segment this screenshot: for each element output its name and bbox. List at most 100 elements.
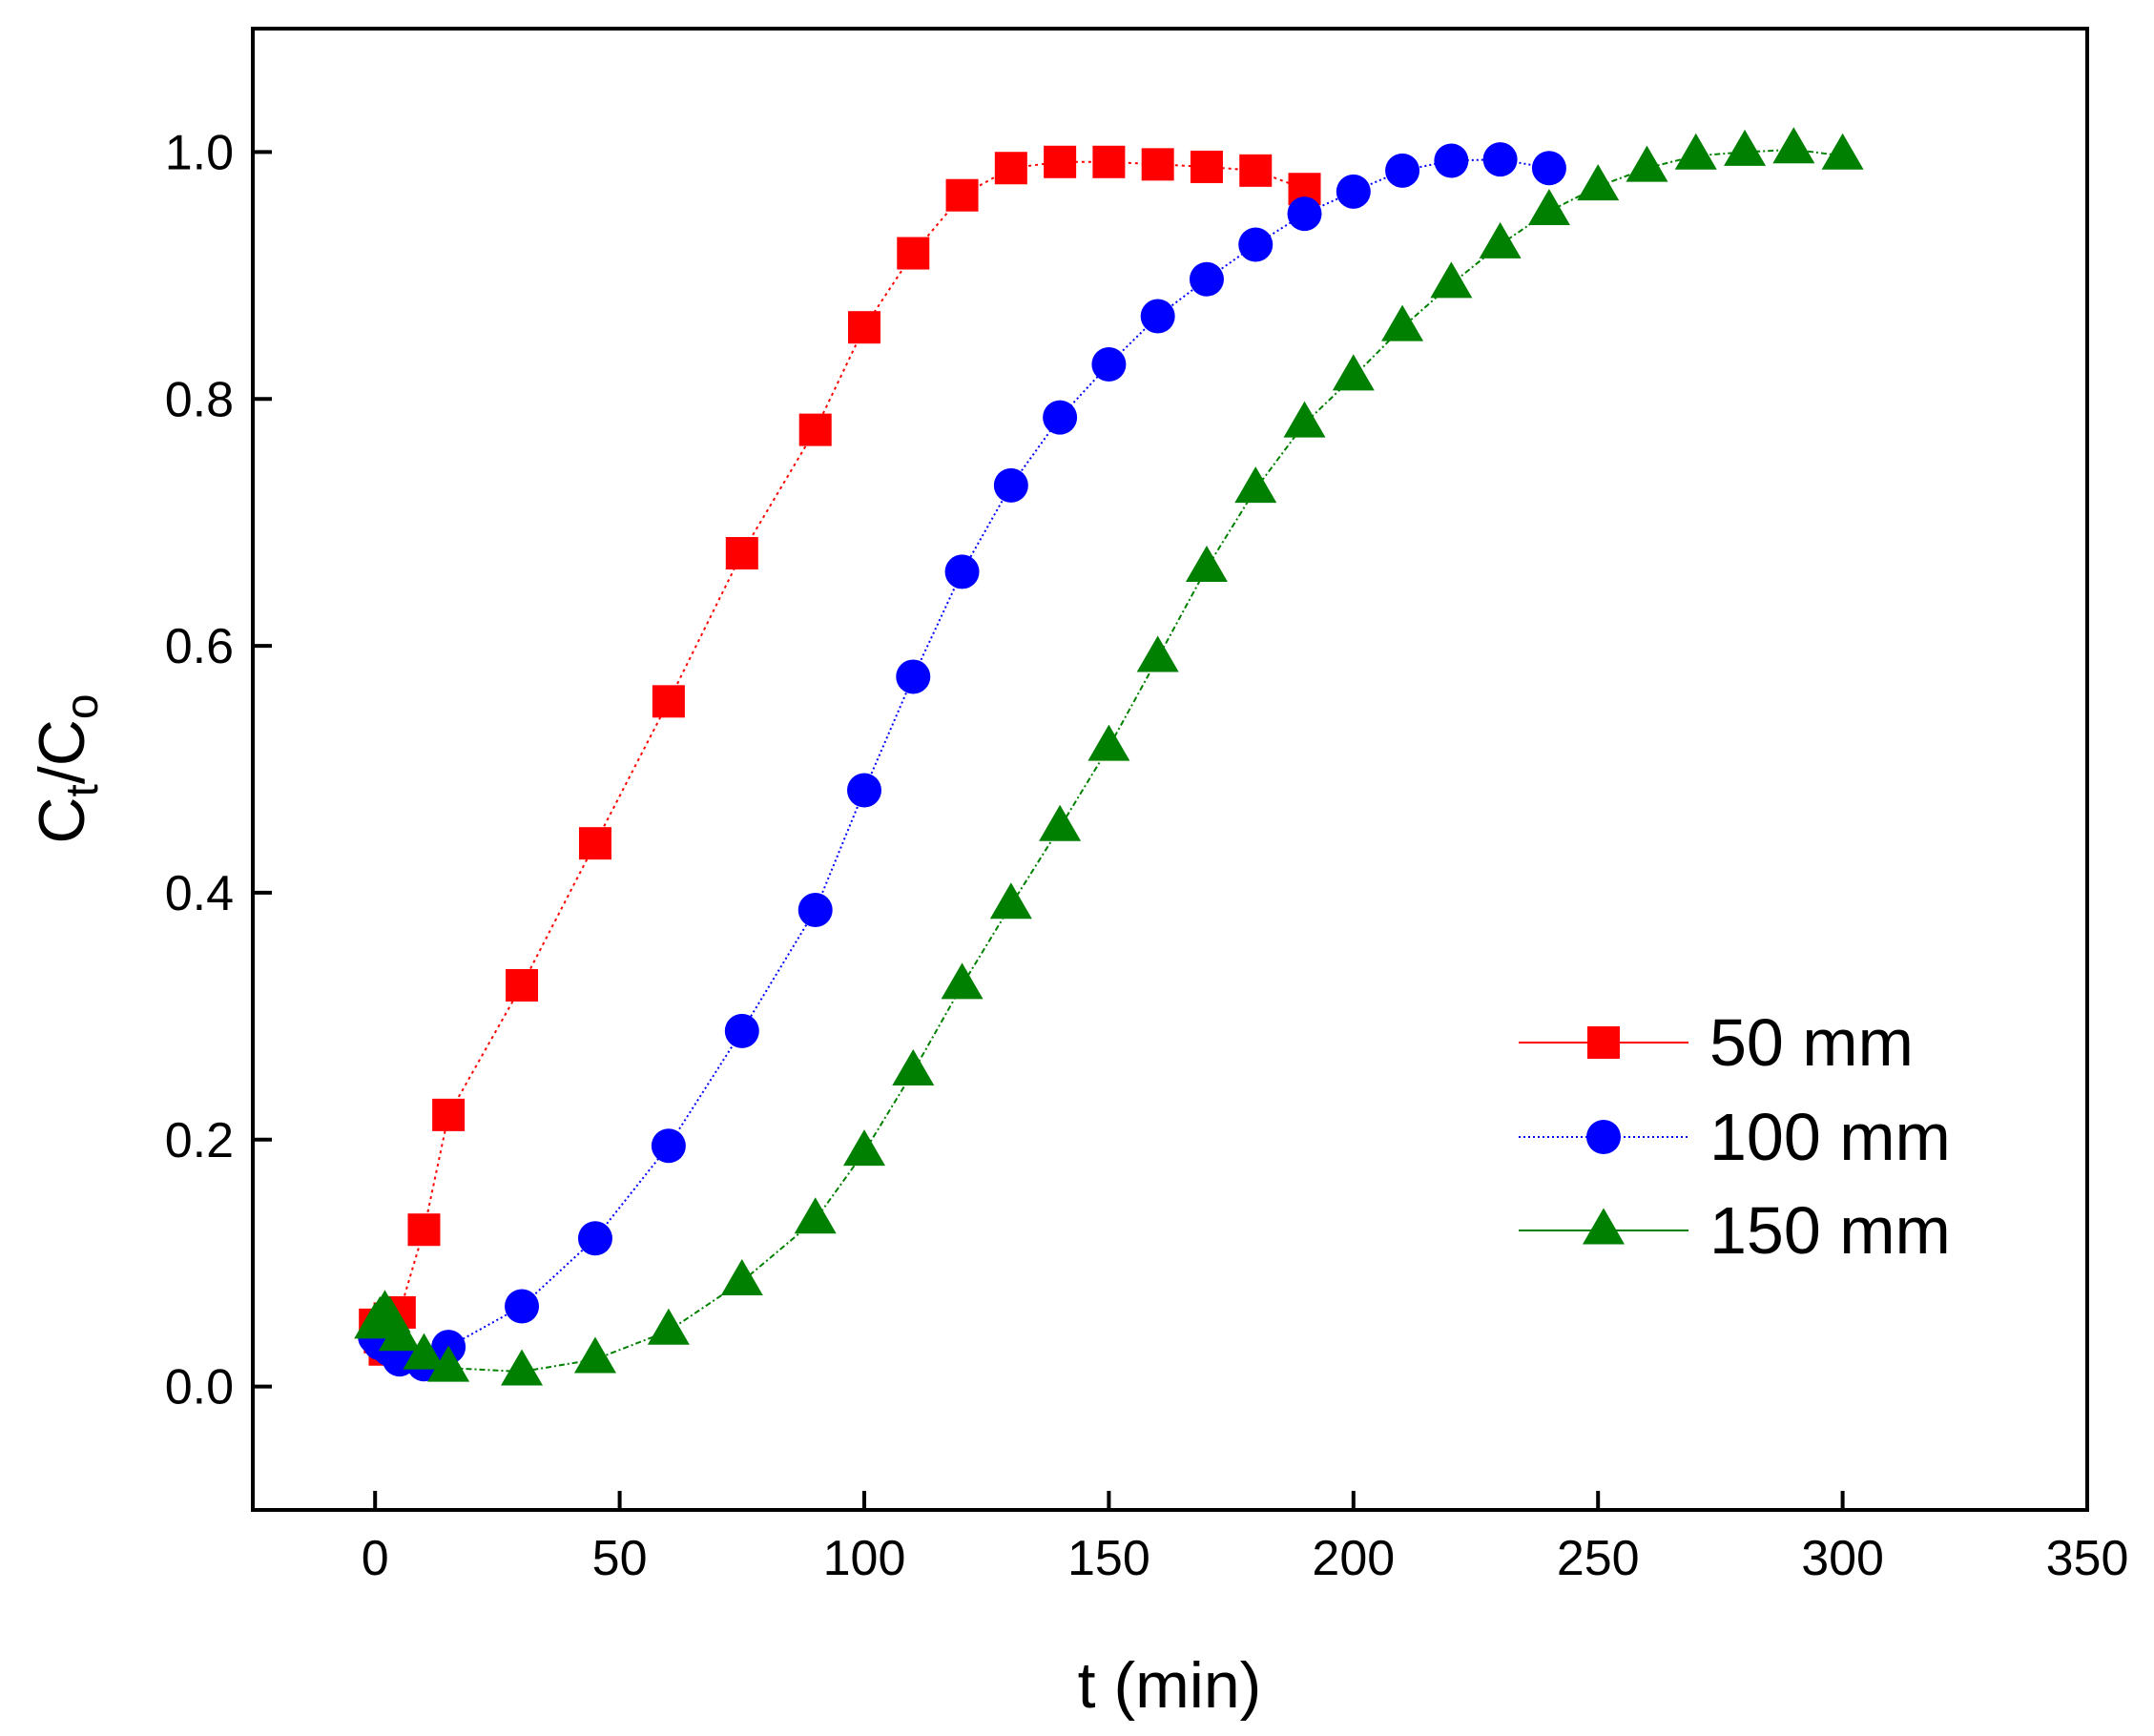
y-tick-label: 0.6 xyxy=(165,619,234,674)
data-point xyxy=(1185,545,1228,582)
y-tick-label: 0.0 xyxy=(165,1360,234,1416)
y-tick-label: 0.2 xyxy=(165,1113,234,1168)
data-point xyxy=(578,827,611,860)
data-point xyxy=(506,968,539,1002)
data-point xyxy=(945,178,979,212)
data-point xyxy=(794,1197,837,1234)
series-100-mm xyxy=(358,142,1566,1382)
data-point xyxy=(1140,299,1175,334)
data-point xyxy=(798,413,832,446)
y-axis-title: Ct/Co xyxy=(26,693,108,843)
data-point xyxy=(651,1128,686,1164)
data-point xyxy=(1190,150,1223,183)
data-point xyxy=(1724,129,1767,166)
legend-label: 50 mm xyxy=(1709,1005,1914,1080)
legend-marker xyxy=(1583,1208,1625,1245)
data-point xyxy=(1479,221,1522,258)
data-point xyxy=(1482,142,1518,177)
data-point xyxy=(1189,261,1224,297)
data-point xyxy=(647,1308,690,1345)
x-axis-ticks: 0 50 100 150 200 250 300 350 xyxy=(362,1491,2128,1586)
series-line xyxy=(374,160,1305,1354)
data-point xyxy=(892,1049,935,1086)
data-point xyxy=(993,467,1028,503)
data-point xyxy=(1039,804,1082,841)
y-tick-label: 0.4 xyxy=(165,866,234,921)
data-point xyxy=(1332,354,1375,391)
x-tick-label: 250 xyxy=(1557,1531,1640,1586)
legend: 50 mm 100 mm 150 mm xyxy=(1519,1005,1951,1268)
y-tick-label: 0.8 xyxy=(165,372,234,427)
data-point xyxy=(1283,401,1326,438)
x-axis-title: t (min) xyxy=(1078,1649,1262,1722)
data-point xyxy=(941,962,984,1000)
data-point xyxy=(573,1336,616,1374)
data-point xyxy=(432,1098,466,1131)
legend-label: 100 mm xyxy=(1709,1100,1951,1174)
data-point xyxy=(1287,196,1322,232)
data-point xyxy=(1136,635,1179,672)
data-point xyxy=(577,1221,612,1256)
data-point xyxy=(1043,400,1078,435)
x-tick-label: 0 xyxy=(362,1531,389,1586)
data-point xyxy=(994,152,1027,185)
data-point xyxy=(501,1349,544,1386)
data-point xyxy=(843,1129,885,1167)
data-point xyxy=(1430,261,1473,299)
data-point xyxy=(427,1345,470,1382)
y-axis-title-slash: /C xyxy=(26,719,98,784)
data-point xyxy=(1238,227,1274,262)
data-point xyxy=(1531,151,1566,186)
legend-label: 150 mm xyxy=(1709,1193,1951,1268)
legend-item: 100 mm xyxy=(1519,1100,1951,1174)
legend-marker xyxy=(1587,1026,1620,1059)
legend-item: 50 mm xyxy=(1519,1005,1914,1080)
data-point xyxy=(1239,154,1273,187)
series-line xyxy=(374,158,1550,1366)
data-point xyxy=(1626,145,1668,182)
data-point xyxy=(407,1213,441,1247)
data-point xyxy=(989,882,1032,920)
x-tick-label: 150 xyxy=(1067,1531,1150,1586)
data-point xyxy=(1336,174,1371,209)
data-point xyxy=(1527,188,1570,225)
data-point xyxy=(403,1333,445,1370)
legend-item: 150 mm xyxy=(1519,1193,1951,1268)
data-point xyxy=(897,237,930,270)
y-axis-title-sub-o: o xyxy=(57,693,108,719)
data-point xyxy=(724,1013,759,1048)
data-point xyxy=(720,1259,763,1296)
x-tick-label: 50 xyxy=(592,1531,648,1586)
y-tick-label: 1.0 xyxy=(165,125,234,180)
y-axis-title-main: C xyxy=(26,796,98,843)
data-point xyxy=(1674,133,1717,170)
series-50-mm xyxy=(359,145,1321,1366)
data-point xyxy=(1092,145,1126,178)
data-point xyxy=(378,1314,421,1352)
data-point xyxy=(1577,164,1620,201)
x-tick-label: 200 xyxy=(1312,1531,1395,1586)
data-point xyxy=(847,773,881,808)
data-point xyxy=(1381,304,1424,341)
data-point xyxy=(1141,148,1174,181)
data-point xyxy=(505,1289,540,1324)
legend-marker xyxy=(1586,1120,1621,1154)
y-axis-title-sub-t: t xyxy=(57,784,108,796)
data-series xyxy=(354,127,1864,1386)
data-point xyxy=(797,893,833,928)
data-point xyxy=(1821,133,1864,170)
x-tick-label: 300 xyxy=(1801,1531,1884,1586)
data-point xyxy=(1772,127,1815,164)
data-point xyxy=(1434,143,1469,178)
data-point xyxy=(1044,145,1077,178)
data-point xyxy=(848,311,880,344)
data-point xyxy=(896,659,931,694)
data-point xyxy=(1091,347,1127,382)
y-axis-ticks: 0.0 0.2 0.4 0.6 0.8 1.0 xyxy=(165,125,272,1416)
x-tick-label: 100 xyxy=(823,1531,906,1586)
plot-frame xyxy=(251,27,2089,1512)
data-point xyxy=(1087,724,1130,761)
data-point xyxy=(725,537,758,570)
data-point xyxy=(652,685,685,718)
